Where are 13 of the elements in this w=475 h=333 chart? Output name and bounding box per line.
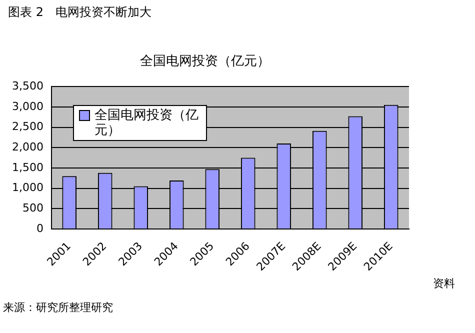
legend-label: 全国电网投资（亿元）	[94, 108, 198, 138]
y-tick-label: 2,000	[12, 140, 44, 154]
chart-subtitle: 全国电网投资（亿元）	[139, 53, 271, 70]
source-note: 来源：研究所整理研究	[3, 300, 113, 315]
y-tick-label: 1,000	[12, 181, 44, 194]
text: 资料	[433, 276, 455, 291]
chart-title: 图表 2 电网投资不断加大	[8, 4, 152, 21]
y-tick-label: 3,000	[12, 100, 44, 113]
y-tick-label: 500	[22, 201, 44, 214]
y-tick-label: 3,500	[12, 79, 44, 92]
y-tick-label: 1,500	[12, 160, 44, 174]
y-tick-label: 2,500	[12, 120, 44, 134]
y-tick-label: 0	[36, 222, 44, 235]
